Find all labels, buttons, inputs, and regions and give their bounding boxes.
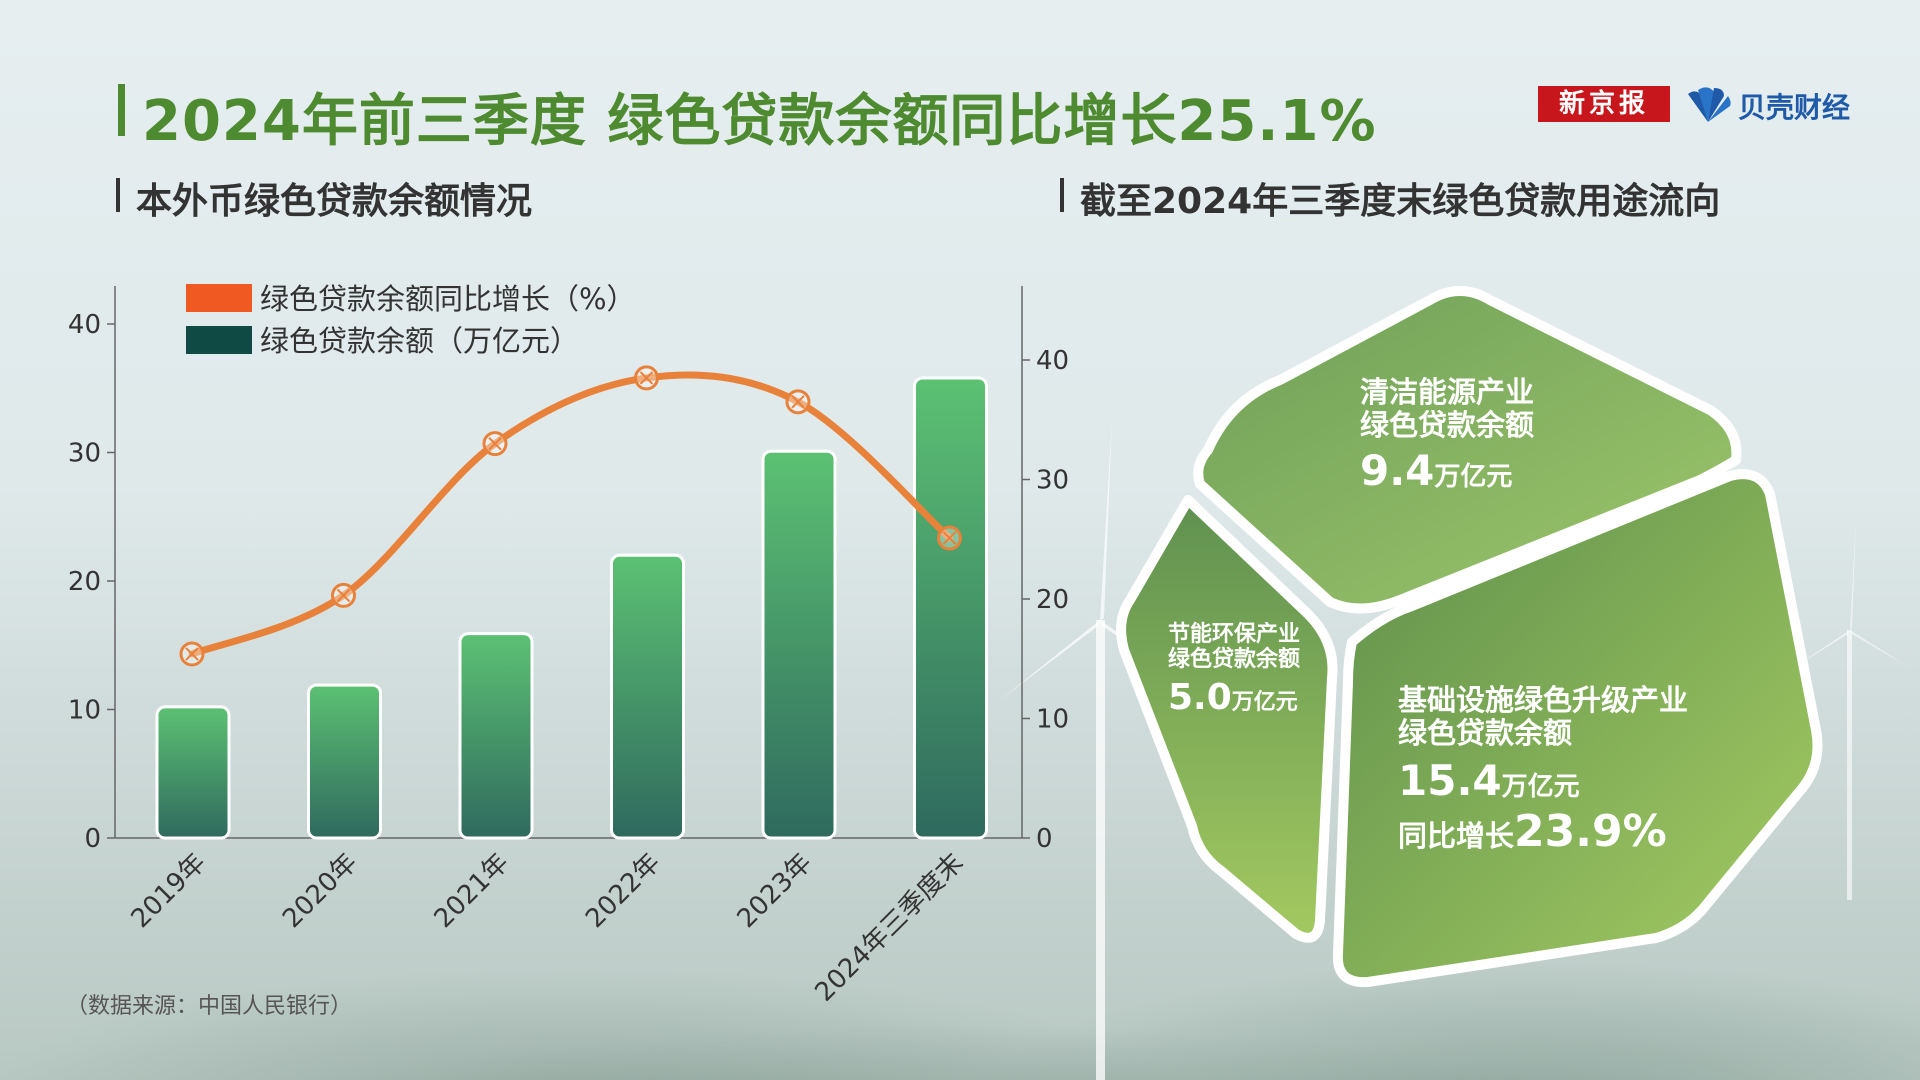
slice-unit: 万亿元 <box>1501 771 1580 802</box>
title-accent-bar <box>118 84 125 136</box>
slice-unit: 万亿元 <box>1231 689 1298 715</box>
x-tick-label: 2024年三季度末 <box>810 848 970 1008</box>
x-tick-label: 2020年 <box>277 848 363 934</box>
usage-pie-chart <box>1116 286 1823 988</box>
bar <box>155 705 231 840</box>
growth-label: 同比增长 <box>1398 818 1515 853</box>
growth-value: 23.9% <box>1514 805 1667 857</box>
right-tick-label: 10 <box>1036 705 1069 735</box>
legend-swatch <box>186 284 252 312</box>
x-tick-label: 2021年 <box>429 848 515 934</box>
line-point-mark <box>791 395 805 409</box>
slice-label-infrastructure: 基础设施绿色升级产业 绿色贷款余额 15.4万亿元 同比增长23.9% <box>1398 683 1689 858</box>
combo-chart: 0 10 20 30 40 0 10 20 30 40 2019年 2020年 2021年 2022年 2… <box>68 282 1069 1008</box>
slice-value: 9.4 <box>1360 445 1435 495</box>
beike-logo-text: 贝壳财经 <box>1738 91 1851 124</box>
page-title: 2024年前三季度 绿色贷款余额同比增长25.1% <box>142 89 1377 154</box>
slice-label-energy-saving: 节能环保产业 绿色贷款余额 5.0万亿元 <box>1168 622 1300 718</box>
slice-unit: 万亿元 <box>1434 461 1513 492</box>
right-tick-label: 0 <box>1036 824 1053 854</box>
slice-value: 15.4 <box>1398 755 1502 805</box>
left-subtitle: 本外币绿色贷款余额情况 <box>115 172 532 224</box>
slice-label-line1: 节能环保产业 <box>1168 622 1301 647</box>
legend-label: 绿色贷款余额（万亿元） <box>260 324 579 358</box>
line-point-mark <box>942 531 957 545</box>
right-subtitle: 截至2024年三季度末绿色贷款用途流向 <box>1059 172 1720 224</box>
x-tick-label: 2022年 <box>580 848 666 934</box>
x-tick-label: 2023年 <box>732 848 818 934</box>
pie-slice-energy-saving <box>1116 495 1338 943</box>
pie-slice-infrastructure <box>1332 469 1823 988</box>
legend-label: 绿色贷款余额同比增长（%） <box>260 282 636 316</box>
bar <box>307 683 382 840</box>
pie-slice-clean-energy <box>1193 286 1742 614</box>
slice-label-line1: 清洁能源产业 <box>1360 375 1535 409</box>
bar <box>458 632 534 840</box>
right-tick-label: 40 <box>1036 346 1069 376</box>
slice-label-clean-energy: 清洁能源产业 绿色贷款余额 9.4万亿元 <box>1360 375 1535 495</box>
left-tick-label: 20 <box>68 567 101 597</box>
line-point-mark <box>639 371 654 385</box>
left-tick-label: 40 <box>68 310 101 340</box>
left-tick-label: 30 <box>68 439 101 469</box>
slice-label-line2: 绿色贷款余额 <box>1360 408 1535 443</box>
left-tick-label: 0 <box>84 824 101 854</box>
bar <box>913 376 988 840</box>
slice-label-line2: 绿色贷款余额 <box>1168 647 1301 673</box>
slice-value: 5.0 <box>1168 676 1232 718</box>
right-tick-label: 30 <box>1036 466 1069 496</box>
bar <box>610 553 685 840</box>
shell-logo-icon <box>1688 87 1731 122</box>
line-point-mark <box>488 436 502 451</box>
slice-label-line1: 基础设施绿色升级产业 <box>1398 683 1689 717</box>
line-point-mark <box>336 588 351 603</box>
right-tick-label: 20 <box>1036 585 1069 615</box>
bar <box>761 449 837 840</box>
x-tick-label: 2019年 <box>126 848 212 934</box>
slice-label-line2: 绿色贷款余额 <box>1398 716 1573 751</box>
xinjingbao-logo: 新京报 <box>1538 86 1670 122</box>
left-tick-label: 10 <box>68 696 101 726</box>
line-point-mark <box>185 647 199 661</box>
legend-swatch <box>186 326 252 354</box>
data-source-note: （数据来源：中国人民银行） <box>66 994 353 1019</box>
